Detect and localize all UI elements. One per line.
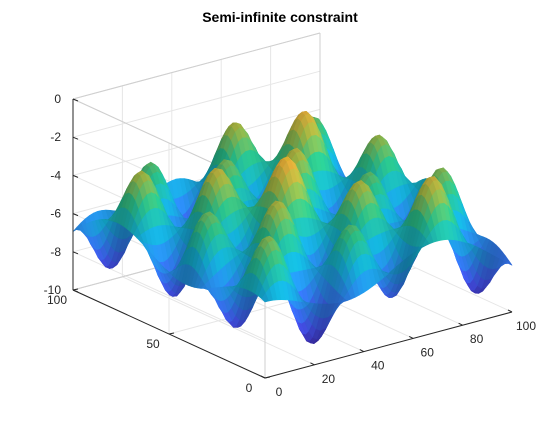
x-tick-mark — [359, 349, 365, 353]
y-tick-mark — [168, 332, 175, 335]
tick-labels: 0 20 40 60 80 100 0 50 100 0 -2 -4 -6 -8 -10 — [44, 92, 537, 399]
x-tick-label: 20 — [322, 372, 336, 386]
z-tick-mark — [72, 174, 79, 178]
z-tick-mark — [72, 213, 79, 217]
y-tick-label: 100 — [47, 293, 67, 307]
x-tick-mark — [507, 309, 513, 313]
x-tick-mark — [458, 322, 463, 326]
z-tick-label: -4 — [50, 168, 61, 182]
box-edge — [72, 32, 321, 100]
grid-line — [72, 70, 321, 138]
x-tick-mark — [310, 362, 315, 366]
x-tick-label: 60 — [421, 345, 435, 359]
grid-line — [72, 108, 321, 176]
y-tick-mark — [264, 376, 271, 379]
z-tick-mark — [72, 98, 79, 102]
z-tick-label: -8 — [50, 245, 61, 259]
surface-mesh — [72, 111, 513, 344]
x-tick-label: 100 — [516, 319, 536, 333]
z-tick-label: -6 — [50, 207, 61, 221]
z-tick-mark — [72, 251, 79, 255]
z-tick-mark — [72, 289, 79, 293]
z-tick-label: 0 — [54, 92, 61, 106]
x-tick-mark — [260, 375, 266, 379]
x-axis-line — [264, 311, 513, 379]
x-tick-mark — [408, 335, 414, 339]
axes-box — [72, 98, 513, 379]
z-tick-label: -2 — [50, 130, 61, 144]
chart-title: Semi-infinite constraint — [202, 9, 358, 25]
x-tick-label: 40 — [371, 359, 385, 373]
surface-patch — [504, 260, 513, 266]
z-tick-label: -10 — [44, 283, 62, 297]
y-tick-label: 50 — [146, 337, 160, 351]
x-tick-label: 80 — [470, 332, 484, 346]
y-tick-label: 0 — [246, 381, 253, 395]
x-tick-label: 0 — [276, 385, 283, 399]
z-tick-mark — [72, 136, 79, 140]
